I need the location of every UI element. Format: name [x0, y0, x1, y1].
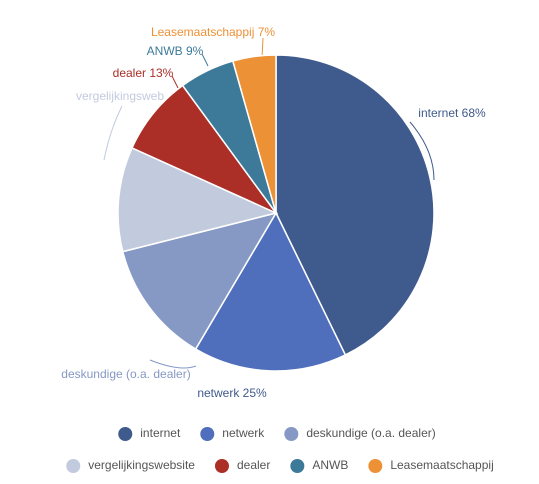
data-label: vergelijkingsweb	[76, 89, 164, 103]
data-label: internet 68%	[418, 106, 486, 120]
legend-label: deskundige (o.a. dealer)	[306, 426, 435, 440]
pie-slice	[117, 146, 279, 253]
pie-slice	[194, 211, 347, 372]
legend-marker	[200, 427, 215, 441]
legend-label: vergelijkingswebsite	[88, 458, 195, 472]
data-label: dealer 13%	[113, 66, 174, 80]
legend-label: ANWB	[312, 458, 348, 472]
leader-line	[149, 359, 197, 369]
legend-marker	[368, 459, 383, 473]
legend-marker	[118, 427, 133, 441]
leader-line	[201, 53, 209, 67]
legend-label: Leasemaatschappij	[390, 458, 493, 472]
data-label: deskundige (o.a. dealer)	[61, 367, 190, 381]
data-label: Leasemaatschappij 7%	[151, 25, 275, 39]
leader-line	[261, 37, 264, 59]
legend-marker	[66, 459, 81, 473]
pie-slice	[275, 54, 435, 356]
data-label: netwerk 25%	[197, 386, 267, 400]
leader-line	[103, 105, 123, 161]
legend-label: internet	[140, 426, 181, 440]
legend-marker	[284, 427, 299, 441]
legend-marker	[214, 459, 229, 473]
leader-lines	[103, 37, 435, 369]
pie-slice	[121, 211, 278, 351]
pie-slice	[231, 54, 277, 214]
legend-marker	[290, 459, 305, 473]
leader-line	[171, 75, 179, 89]
legend-label: dealer	[237, 458, 270, 472]
data-label: ANWB 9%	[147, 44, 204, 58]
leader-line	[409, 121, 435, 181]
legend-label: netwerk	[222, 426, 265, 440]
